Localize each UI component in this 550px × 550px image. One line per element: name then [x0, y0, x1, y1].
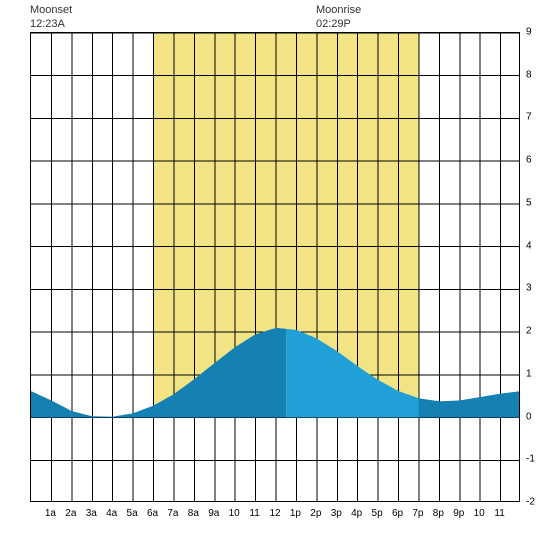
x-tick-label: 9p	[453, 508, 464, 519]
x-tick-label: 6a	[147, 508, 158, 519]
moonrise-annotation: Moonrise 02:29P	[316, 4, 361, 32]
x-tick-label: 10	[474, 508, 485, 519]
moonset-annotation: Moonset 12:23A	[30, 4, 72, 32]
y-tick-label: 8	[526, 69, 532, 80]
x-tick-label: 8p	[433, 508, 444, 519]
y-tick-label: 6	[526, 155, 532, 166]
x-tick-label: 1a	[45, 508, 56, 519]
y-tick-label: 9	[526, 27, 532, 38]
x-tick-label: 11	[494, 508, 504, 519]
x-tick-label: 5a	[127, 508, 138, 519]
y-tick-label: 5	[526, 197, 532, 208]
x-tick-label: 1p	[290, 508, 301, 519]
y-tick-label: 4	[526, 240, 532, 251]
x-tick-label: 4a	[106, 508, 117, 519]
x-tick-label: 5p	[372, 508, 383, 519]
y-tick-label: 3	[526, 283, 532, 294]
y-tick-label: 2	[526, 326, 532, 337]
x-tick-label: 7a	[167, 508, 178, 519]
x-tick-label: 11	[249, 508, 259, 519]
y-tick-label: -1	[526, 454, 535, 465]
x-tick-label: 2p	[310, 508, 321, 519]
x-tick-label: 10	[229, 508, 240, 519]
plot-svg	[31, 33, 520, 502]
y-tick-label: 7	[526, 112, 532, 123]
x-tick-label: 7p	[412, 508, 423, 519]
x-tick-label: 9a	[208, 508, 219, 519]
x-tick-label: 6p	[392, 508, 403, 519]
x-tick-label: 12	[269, 508, 280, 519]
y-tick-label: 1	[526, 368, 532, 379]
x-tick-label: 3a	[86, 508, 97, 519]
x-tick-label: 3p	[331, 508, 342, 519]
x-tick-label: 4p	[351, 508, 362, 519]
plot-area	[30, 32, 520, 502]
y-tick-label: 0	[526, 411, 532, 422]
tide-chart: Moonset 12:23A Moonrise 02:29P 1a 2a 3a 4a 5…	[0, 0, 550, 550]
y-tick-label: -2	[526, 497, 535, 508]
x-tick-label: 2a	[65, 508, 76, 519]
x-tick-label: 8a	[188, 508, 199, 519]
